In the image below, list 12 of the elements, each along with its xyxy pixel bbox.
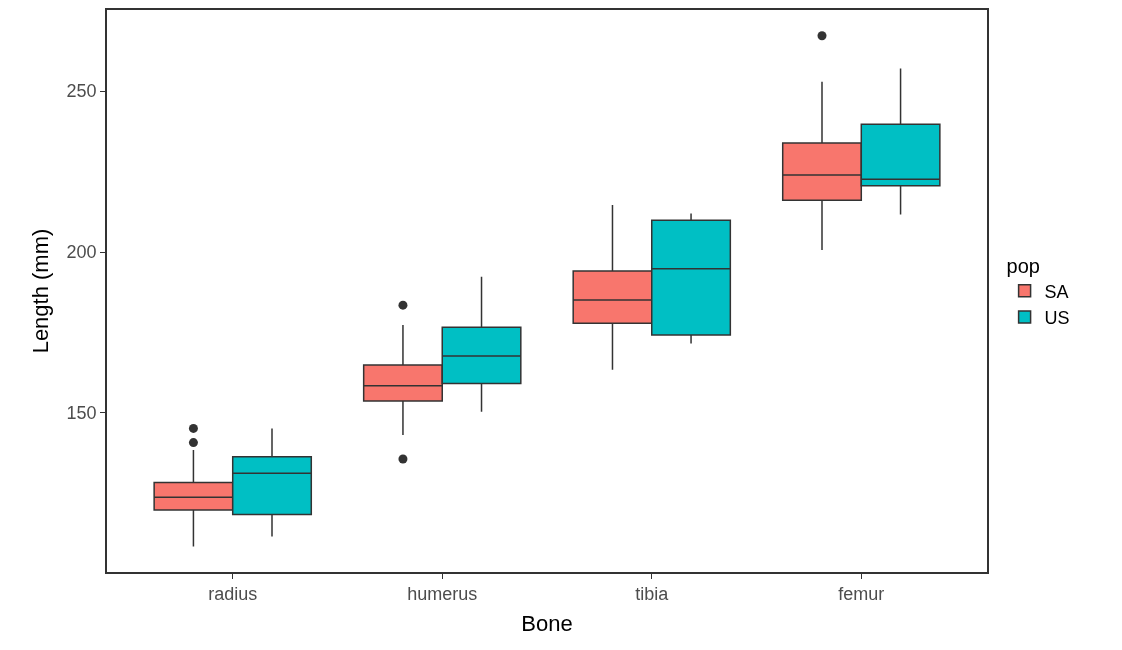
y-tick-label: 250	[66, 81, 97, 102]
x-tick-label: radius	[208, 584, 258, 605]
y-axis-title: Length (mm)	[27, 228, 53, 354]
y-tick-label: 200	[66, 242, 97, 263]
x-tick-label: tibia	[635, 584, 670, 605]
x-axis-title: Bone	[521, 610, 573, 636]
legend-title: pop	[1006, 254, 1040, 277]
x-tick-label: femur	[838, 584, 885, 605]
x-tick-label: humerus	[407, 584, 478, 605]
legend-label: SA	[1044, 281, 1069, 302]
y-tick-label: 150	[66, 403, 97, 424]
legend-label: US	[1044, 308, 1070, 329]
